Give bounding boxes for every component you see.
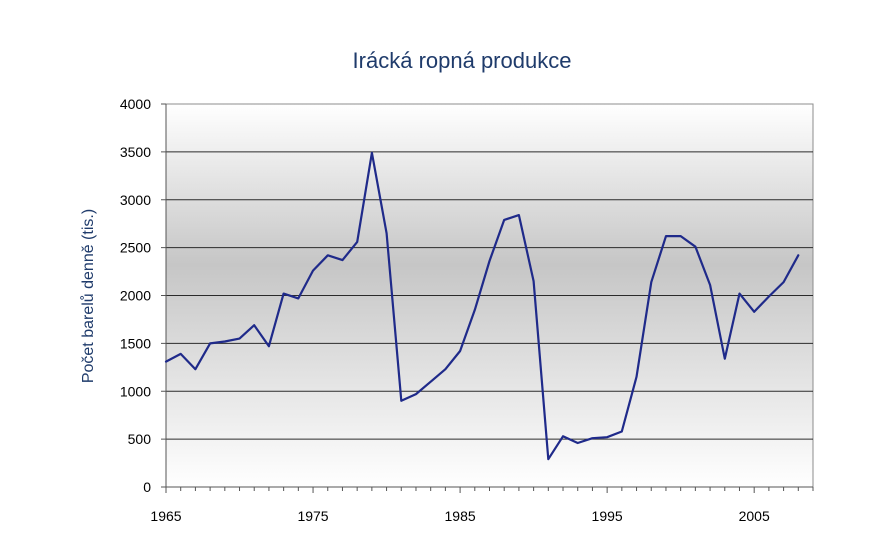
y-ticks: 0 500 1000 1500 2000 2500 3000 3500 4000 [120,96,166,495]
x-ticks: 1965 1975 1985 1995 2005 [150,487,814,524]
y-tick-label: 3500 [120,144,151,160]
grid-lines [166,151,813,440]
series-group [164,151,800,461]
y-tick-label: 1500 [120,335,151,351]
y-tick-label: 4000 [120,96,151,112]
y-tick-label: 3000 [120,192,151,208]
y-tick-label: 2000 [120,288,151,304]
y-axis-label: Počet barelů denně (tis.) [79,209,97,383]
x-tick-label: 1975 [297,508,328,524]
x-tick-label: 1965 [150,508,181,524]
y-tick-label: 1000 [120,383,151,399]
y-tick-label: 0 [143,479,151,495]
x-tick-label: 1985 [445,508,476,524]
series-line [164,151,800,461]
x-tick-label: 2005 [739,508,770,524]
chart-title: Irácká ropná produkce [353,48,572,73]
y-tick-label: 2500 [120,240,151,256]
y-tick-label: 500 [128,431,152,447]
x-tick-label: 1995 [592,508,623,524]
